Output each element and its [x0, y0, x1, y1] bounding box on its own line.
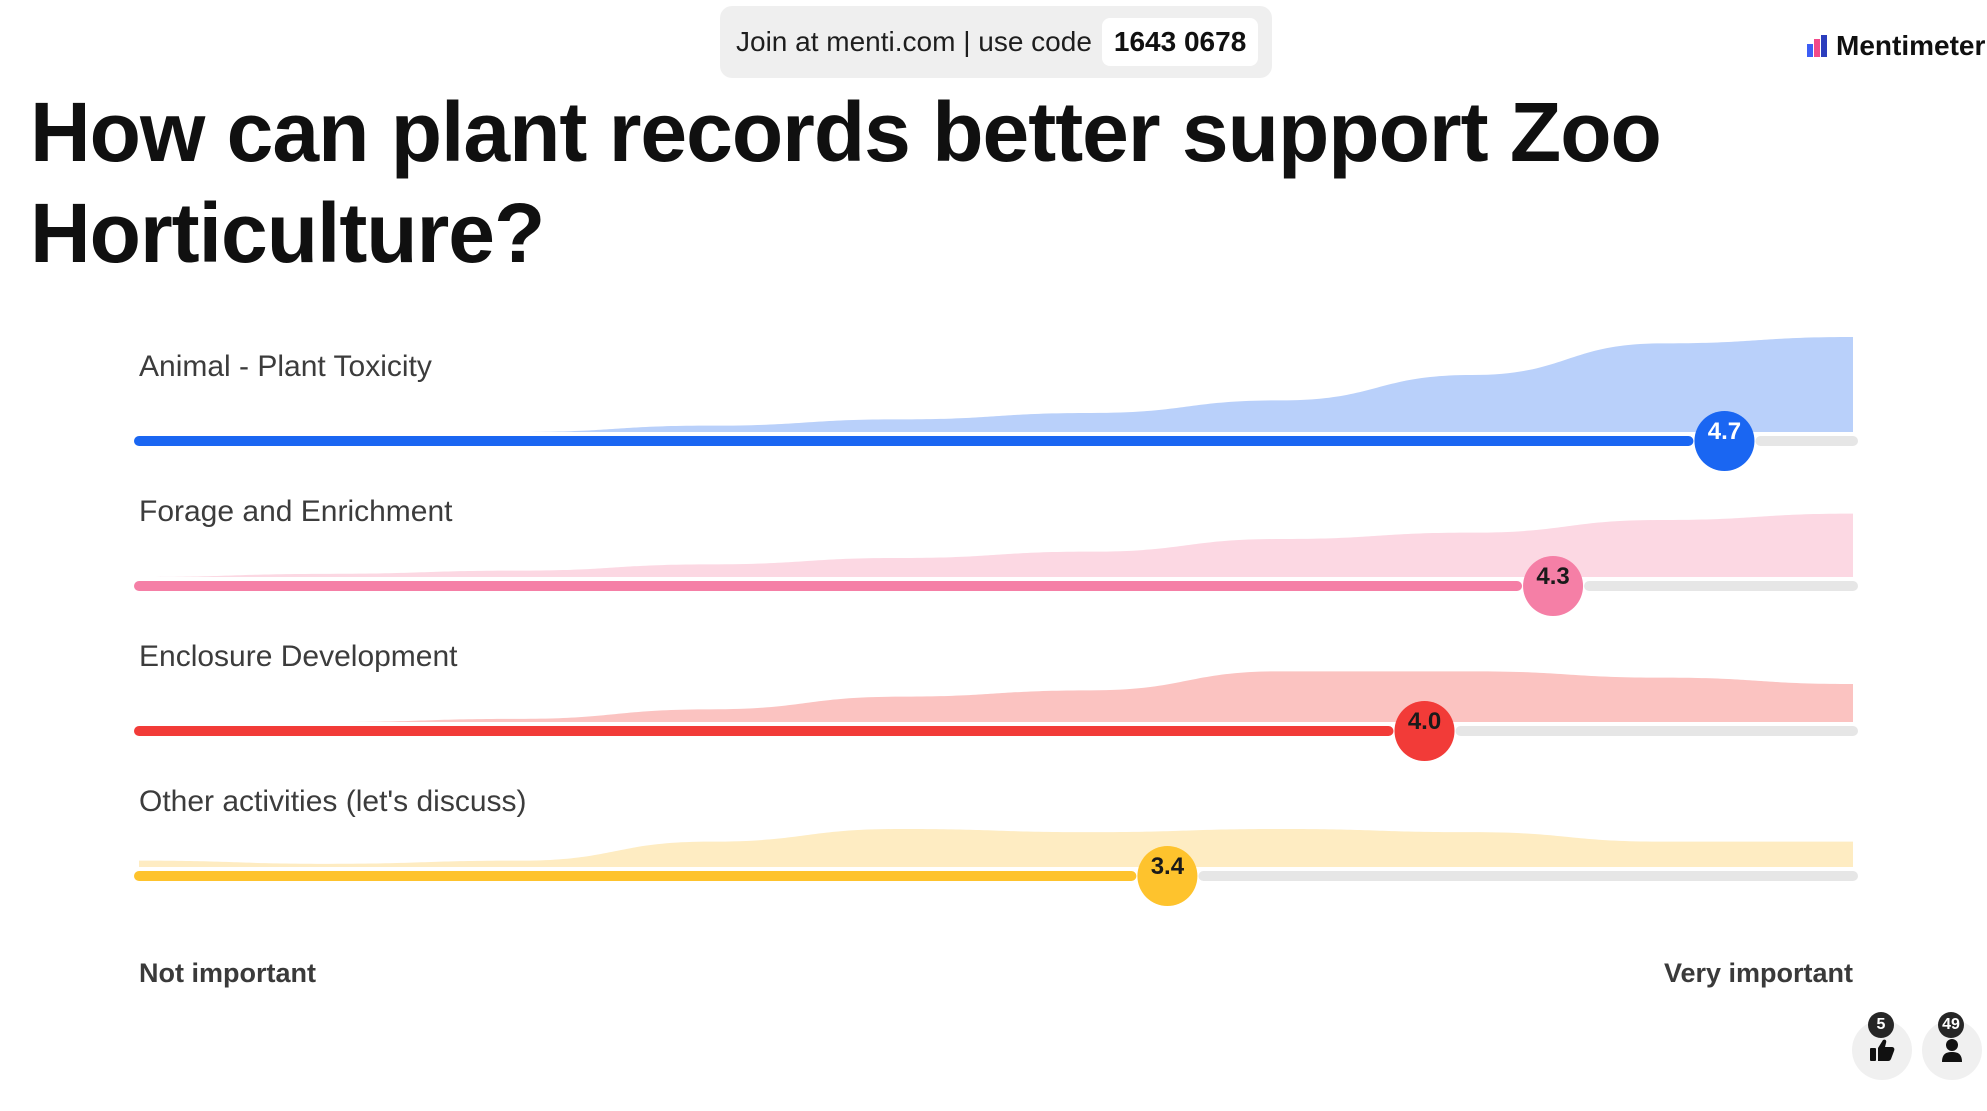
- average-marker: [1523, 556, 1584, 616]
- average-marker: [1694, 411, 1755, 471]
- question-title: How can plant records better support Zoo…: [30, 85, 1662, 280]
- response-distribution-area: [139, 513, 1853, 577]
- join-instructions: Join at menti.com | use code 1643 0678: [720, 6, 1272, 78]
- participants-count: 49: [1938, 1012, 1964, 1038]
- average-value: 4.3: [1536, 563, 1569, 590]
- reactions-button[interactable]: 5: [1852, 1012, 1912, 1080]
- response-distribution-area: [139, 337, 1853, 432]
- participants-indicator: 49: [1922, 1012, 1982, 1080]
- brand-name: Mentimeter: [1836, 30, 1986, 61]
- join-text: Join at menti.com | use code: [736, 26, 1092, 57]
- response-distribution-area: [139, 829, 1853, 867]
- response-distribution-area: [139, 671, 1853, 722]
- person-icon: [1942, 1039, 1962, 1062]
- join-code: 1643 0678: [1101, 18, 1259, 66]
- average-marker: [1137, 846, 1198, 906]
- average-marker: [1394, 701, 1455, 761]
- statement-label: Animal - Plant Toxicity: [139, 350, 432, 383]
- average-value: 4.0: [1408, 708, 1441, 735]
- brand: Mentimeter: [1806, 28, 1985, 64]
- statement-label: Enclosure Development: [139, 640, 458, 673]
- average-value: 3.4: [1151, 853, 1185, 880]
- statement-label: Other activities (let's discuss): [139, 785, 527, 818]
- thumbs-up-icon: [1870, 1039, 1895, 1061]
- average-value: 4.7: [1708, 418, 1741, 445]
- scale-max-label: Very important: [1663, 958, 1853, 988]
- scale-min-label: Not important: [139, 958, 316, 988]
- mentimeter-logo-icon: [1807, 35, 1827, 57]
- statement-label: Forage and Enrichment: [139, 495, 453, 528]
- reactions-count: 5: [1868, 1012, 1894, 1038]
